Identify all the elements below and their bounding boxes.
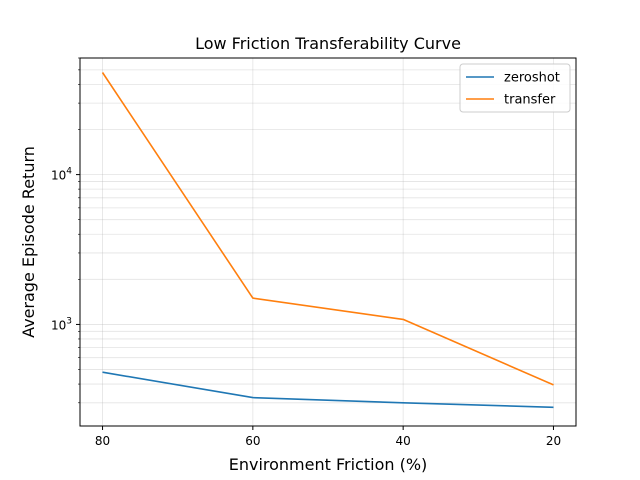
series-line-zeroshot: [102, 371, 554, 409]
x-axis-label: Environment Friction (%): [229, 455, 428, 474]
x-tick-label: 40: [396, 434, 411, 448]
chart-title: Low Friction Transferability Curve: [195, 34, 461, 53]
plot-frame: [79, 57, 577, 427]
y-axis-label: Average Episode Return: [19, 146, 38, 338]
x-tick-label: 20: [546, 434, 561, 448]
x-tick-label: 80: [95, 434, 110, 448]
legend-box: [459, 63, 571, 113]
series-lines: [101, 72, 554, 409]
x-tick-label: 60: [245, 434, 260, 448]
legend: zeroshot transfer: [459, 63, 571, 113]
legend-label-zeroshot: zeroshot: [504, 71, 560, 86]
legend-label-transfer: transfer: [504, 93, 556, 108]
series-line-transfer: [101, 72, 554, 386]
